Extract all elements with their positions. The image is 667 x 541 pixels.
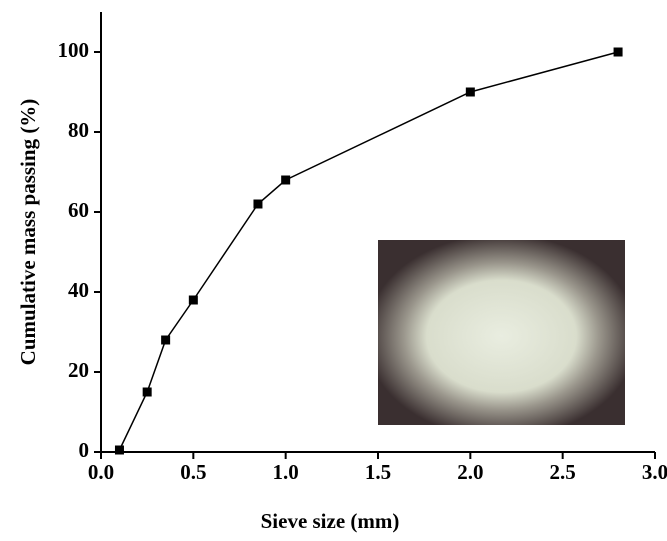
chart: Sieve size (mm) Cumulative mass passing … bbox=[0, 0, 667, 541]
x-tick-label: 0.0 bbox=[88, 460, 114, 484]
y-tick-label: 60 bbox=[68, 198, 89, 222]
y-tick-label: 80 bbox=[68, 118, 89, 142]
marker bbox=[143, 388, 152, 397]
y-tick-label: 20 bbox=[68, 358, 89, 382]
y-tick-label: 0 bbox=[79, 438, 90, 462]
marker bbox=[161, 336, 170, 345]
y-axis-label: Cumulative mass passing (%) bbox=[16, 99, 40, 366]
marker bbox=[189, 296, 198, 305]
x-axis-label: Sieve size (mm) bbox=[261, 509, 400, 533]
x-tick-label: 1.5 bbox=[365, 460, 391, 484]
marker bbox=[614, 48, 623, 57]
x-tick-label: 0.5 bbox=[180, 460, 206, 484]
marker bbox=[253, 200, 262, 209]
x-tick-label: 3.0 bbox=[642, 460, 667, 484]
marker bbox=[466, 88, 475, 97]
x-tick-label: 2.5 bbox=[550, 460, 576, 484]
inset-photo bbox=[378, 240, 625, 425]
y-tick-label: 100 bbox=[58, 38, 90, 62]
marker bbox=[115, 446, 124, 455]
x-tick-label: 1.0 bbox=[273, 460, 299, 484]
x-tick-label: 2.0 bbox=[457, 460, 483, 484]
y-tick-label: 40 bbox=[68, 278, 89, 302]
marker bbox=[281, 176, 290, 185]
